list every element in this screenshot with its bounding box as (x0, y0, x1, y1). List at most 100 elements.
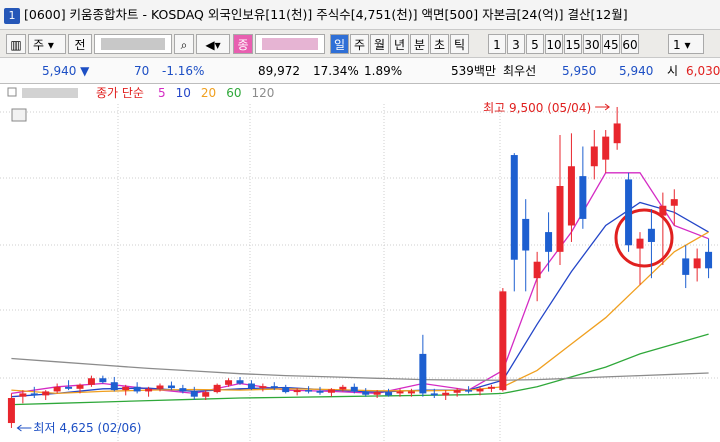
toolbar-button[interactable]: 초 (430, 34, 449, 54)
ask: 5,950 (562, 64, 597, 78)
low-arrow (16, 424, 32, 432)
moving-average (11, 231, 709, 395)
candle-body (65, 386, 73, 389)
toolbar: ▥ 주 ▾ 전 ⌕ ◀▾ 종 1 ▾ 일 주 월 년 분 초 틱 1 3 5 10 15 30 45 60 (0, 30, 720, 58)
toolbar-button[interactable]: 10 (545, 34, 563, 54)
candle-body (30, 393, 38, 396)
candle-body (327, 389, 335, 393)
table-icon[interactable] (11, 108, 27, 122)
chart: 종가 단순 5 10 20 60 120 최고 9,500 (05/04) 최저 4,625 … (0, 86, 720, 442)
layout-button[interactable]: ▥ (6, 34, 26, 54)
candle-body (305, 390, 313, 392)
toolbar-button[interactable]: 5 (526, 34, 544, 54)
candle-body (407, 391, 415, 394)
candle-body (545, 232, 553, 252)
moving-average (11, 357, 709, 381)
turnover-pct: 17.34% (313, 64, 359, 78)
candle-body (647, 228, 655, 242)
candle-body (682, 258, 690, 275)
toolbar-button[interactable]: 30 (583, 34, 601, 54)
candle-body (705, 251, 713, 269)
candle-body (190, 391, 198, 397)
toolbar-button[interactable]: 60 (621, 34, 639, 54)
toolbar-button[interactable]: 15 (564, 34, 582, 54)
toolbar-button[interactable]: 년 (390, 34, 409, 54)
moving-average (11, 333, 709, 406)
market: 주 (33, 38, 45, 52)
candle-body (110, 382, 118, 391)
search-button[interactable]: ⌕ (174, 34, 194, 54)
candle-body (7, 398, 15, 424)
candle-body (522, 218, 530, 251)
toolbar-button[interactable]: 월 (370, 34, 389, 54)
legend-entry: 5 (158, 86, 166, 100)
sound-button[interactable]: ◀▾ (196, 34, 230, 54)
code-tag[interactable]: 종 (233, 34, 253, 54)
amount: 539백만 (451, 64, 496, 78)
candle-body (625, 179, 633, 246)
candle-body (590, 146, 598, 167)
candle-body (396, 391, 404, 394)
candle-body (579, 176, 587, 219)
high-arrow (595, 103, 610, 111)
candle-body (202, 392, 210, 397)
count: 1 (673, 38, 681, 52)
candle-body (693, 258, 701, 269)
name-field (255, 34, 325, 54)
candle-body (567, 166, 575, 226)
candle-body (510, 155, 518, 260)
toolbar-button[interactable]: 1 (488, 34, 506, 54)
moving-average (11, 172, 709, 395)
toolbar-button[interactable]: 틱 (450, 34, 469, 54)
code-input[interactable] (94, 34, 172, 54)
toolbar-button[interactable]: 일 (330, 34, 349, 54)
candle-body (179, 388, 187, 392)
title-bar: 1 [0600] 키움종합차트 - KOSDAQ 외국인보유[11(천)] 주식수… (0, 0, 720, 30)
candle-body (613, 123, 621, 144)
toolbar-button[interactable]: 3 (507, 34, 525, 54)
candle-body (659, 205, 667, 216)
open-label: 시 (667, 64, 679, 78)
candle-body (167, 385, 175, 389)
market-select[interactable]: 주 ▾ (28, 34, 66, 54)
candle-body (339, 386, 347, 390)
price: 5,940 ▼ (42, 64, 90, 78)
candle-body (316, 390, 324, 393)
count-select[interactable]: 1 ▾ (668, 34, 704, 54)
candle-body (270, 386, 278, 388)
window-badge: 1 (4, 7, 20, 24)
low-annotation: 최저 4,625 (02/06) (33, 421, 141, 435)
legend-toggle[interactable] (7, 87, 17, 97)
candle-body (430, 393, 438, 396)
bid: 5,940 (619, 64, 654, 78)
scope-button[interactable]: 전 (68, 34, 92, 54)
toolbar-button[interactable]: 분 (410, 34, 429, 54)
toolbar-button[interactable]: 45 (602, 34, 620, 54)
candle-body (236, 380, 244, 384)
candle-body (419, 353, 427, 394)
legend-entry: 120 (251, 86, 274, 100)
candle-body (42, 391, 50, 396)
candle-body (487, 386, 495, 389)
candle-body (76, 384, 84, 389)
candle-body (442, 392, 450, 396)
toolbar-button[interactable]: 주 (350, 34, 369, 54)
candle-body (465, 390, 473, 392)
candle-body (533, 261, 541, 279)
legend-entry: 60 (226, 86, 241, 100)
candle-body (19, 393, 27, 397)
candle-body (362, 391, 370, 395)
legend-entry: 10 (176, 86, 191, 100)
candle-body (670, 199, 678, 206)
legend-title: 종가 단순 (96, 86, 144, 100)
candle-body (385, 392, 393, 396)
candle-body (293, 390, 301, 393)
candle-body (556, 185, 564, 252)
candle-body (247, 383, 255, 389)
candle-body (133, 386, 141, 392)
ratio-pct: 1.89% (364, 64, 403, 78)
candle-body (156, 385, 164, 389)
blurred (262, 38, 318, 50)
high-annotation: 최고 9,500 (05/04) (483, 101, 591, 115)
legend-entry: 20 (201, 86, 216, 100)
